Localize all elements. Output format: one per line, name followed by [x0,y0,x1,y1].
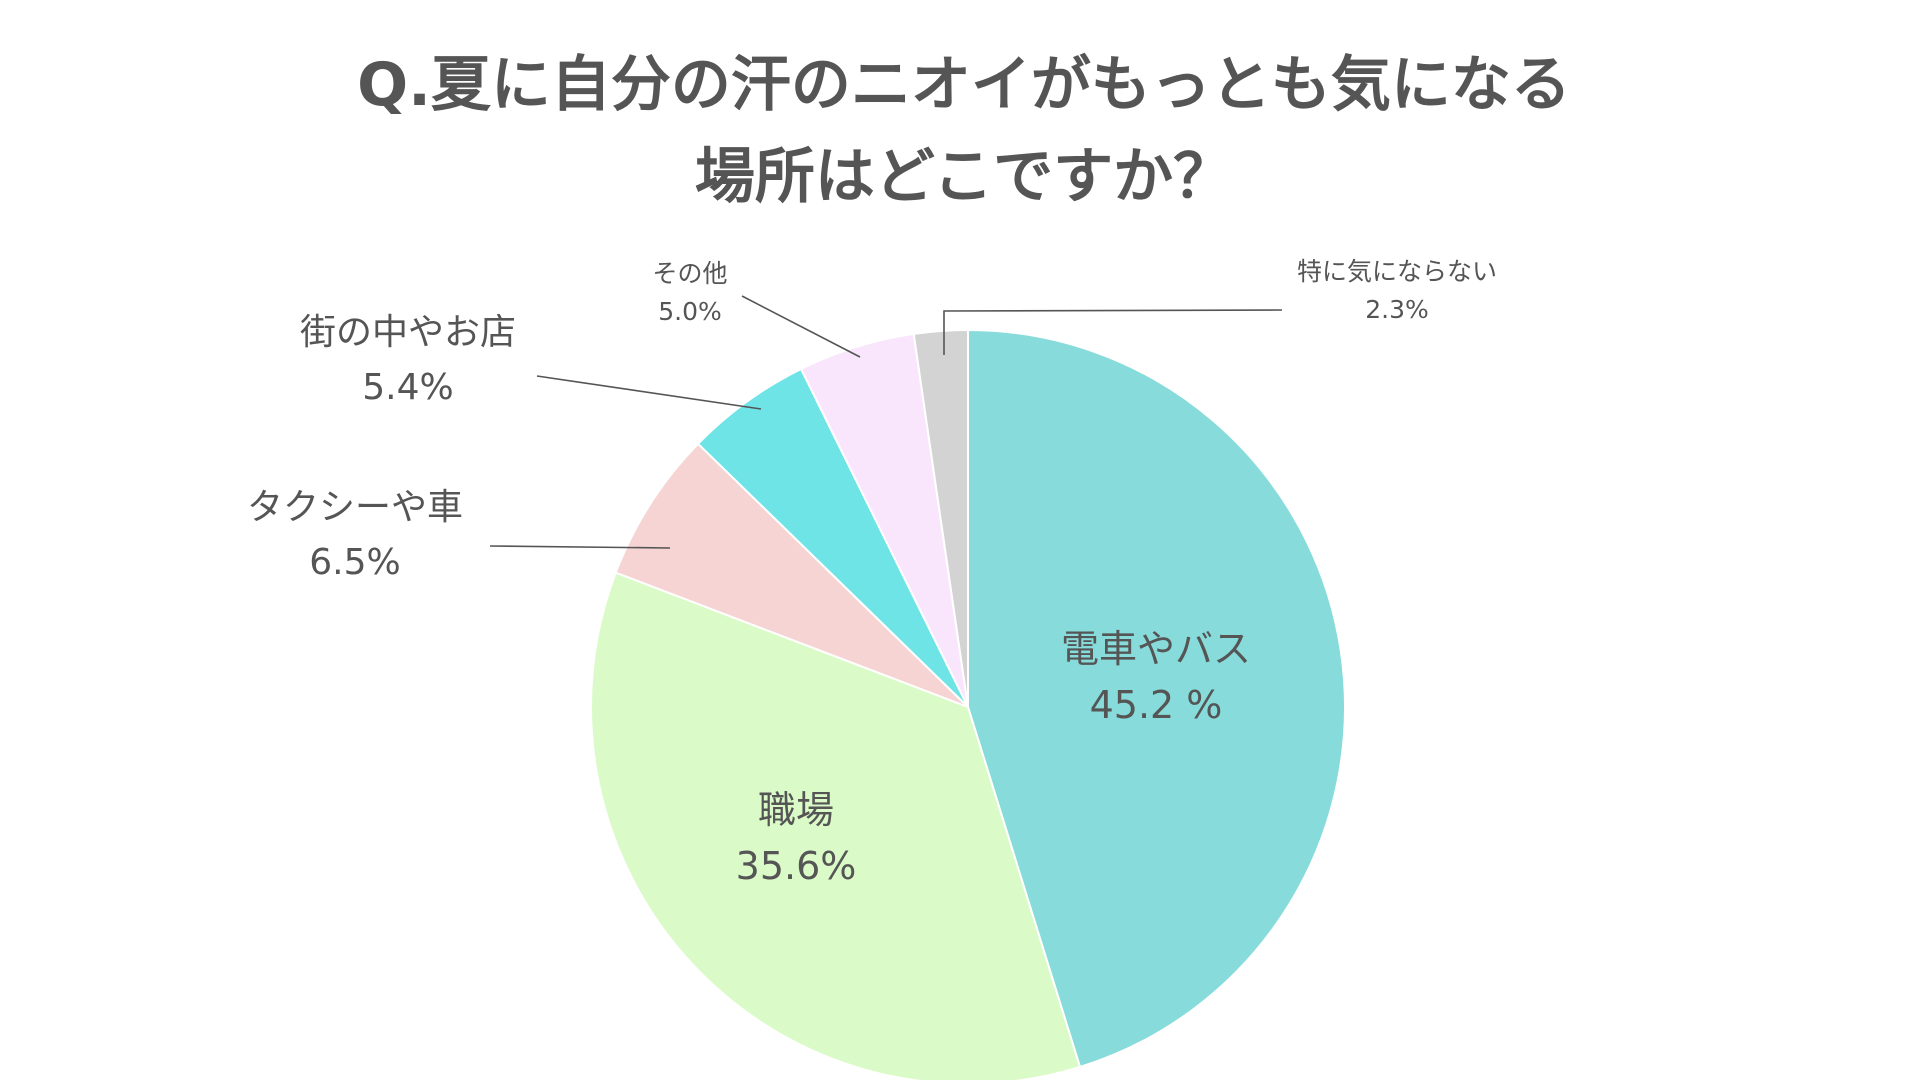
leader-line [741,295,861,358]
leader-line [536,375,762,410]
slice-labels: 電車やバス 45.2 % 職場 35.6% タクシーや車 6.5% 街の中やお店 5.4% その… [247,257,1497,888]
slice-value-label: 6.5% [309,542,400,583]
slice-value-label: 45.2 % [1090,683,1223,727]
slice-label: 電車やバス [1061,627,1251,671]
slice-label: 特に気にならない [1297,257,1497,286]
chart-title: Q.夏に自分の汗のニオイがもっとも気になる 場所はどこですか？ [357,50,1571,212]
chart-title-line-2: 場所はどこですか？ [695,142,1233,212]
slice-label: その他 [652,259,727,288]
slice-label: 職場 [758,788,834,832]
chart-title-line-1: Q.夏に自分の汗のニオイがもっとも気になる [357,50,1571,120]
leader-line [943,309,1283,355]
leader-lines [489,295,1283,549]
slice-value-label: 5.4% [362,367,453,408]
slice-value-label: 2.3% [1365,295,1429,324]
pie-slices [590,328,1346,1080]
slice-label: タクシーや車 [247,487,463,528]
slice-label: 街の中やお店 [300,312,516,353]
slice-value-label: 5.0% [658,297,722,326]
pie-slice [590,571,1082,1080]
pie-slice [912,328,969,708]
leader-line [489,545,671,549]
pie-slice [614,442,969,708]
pie-slice [967,328,1346,1069]
slice-value-label: 35.6% [736,844,857,888]
